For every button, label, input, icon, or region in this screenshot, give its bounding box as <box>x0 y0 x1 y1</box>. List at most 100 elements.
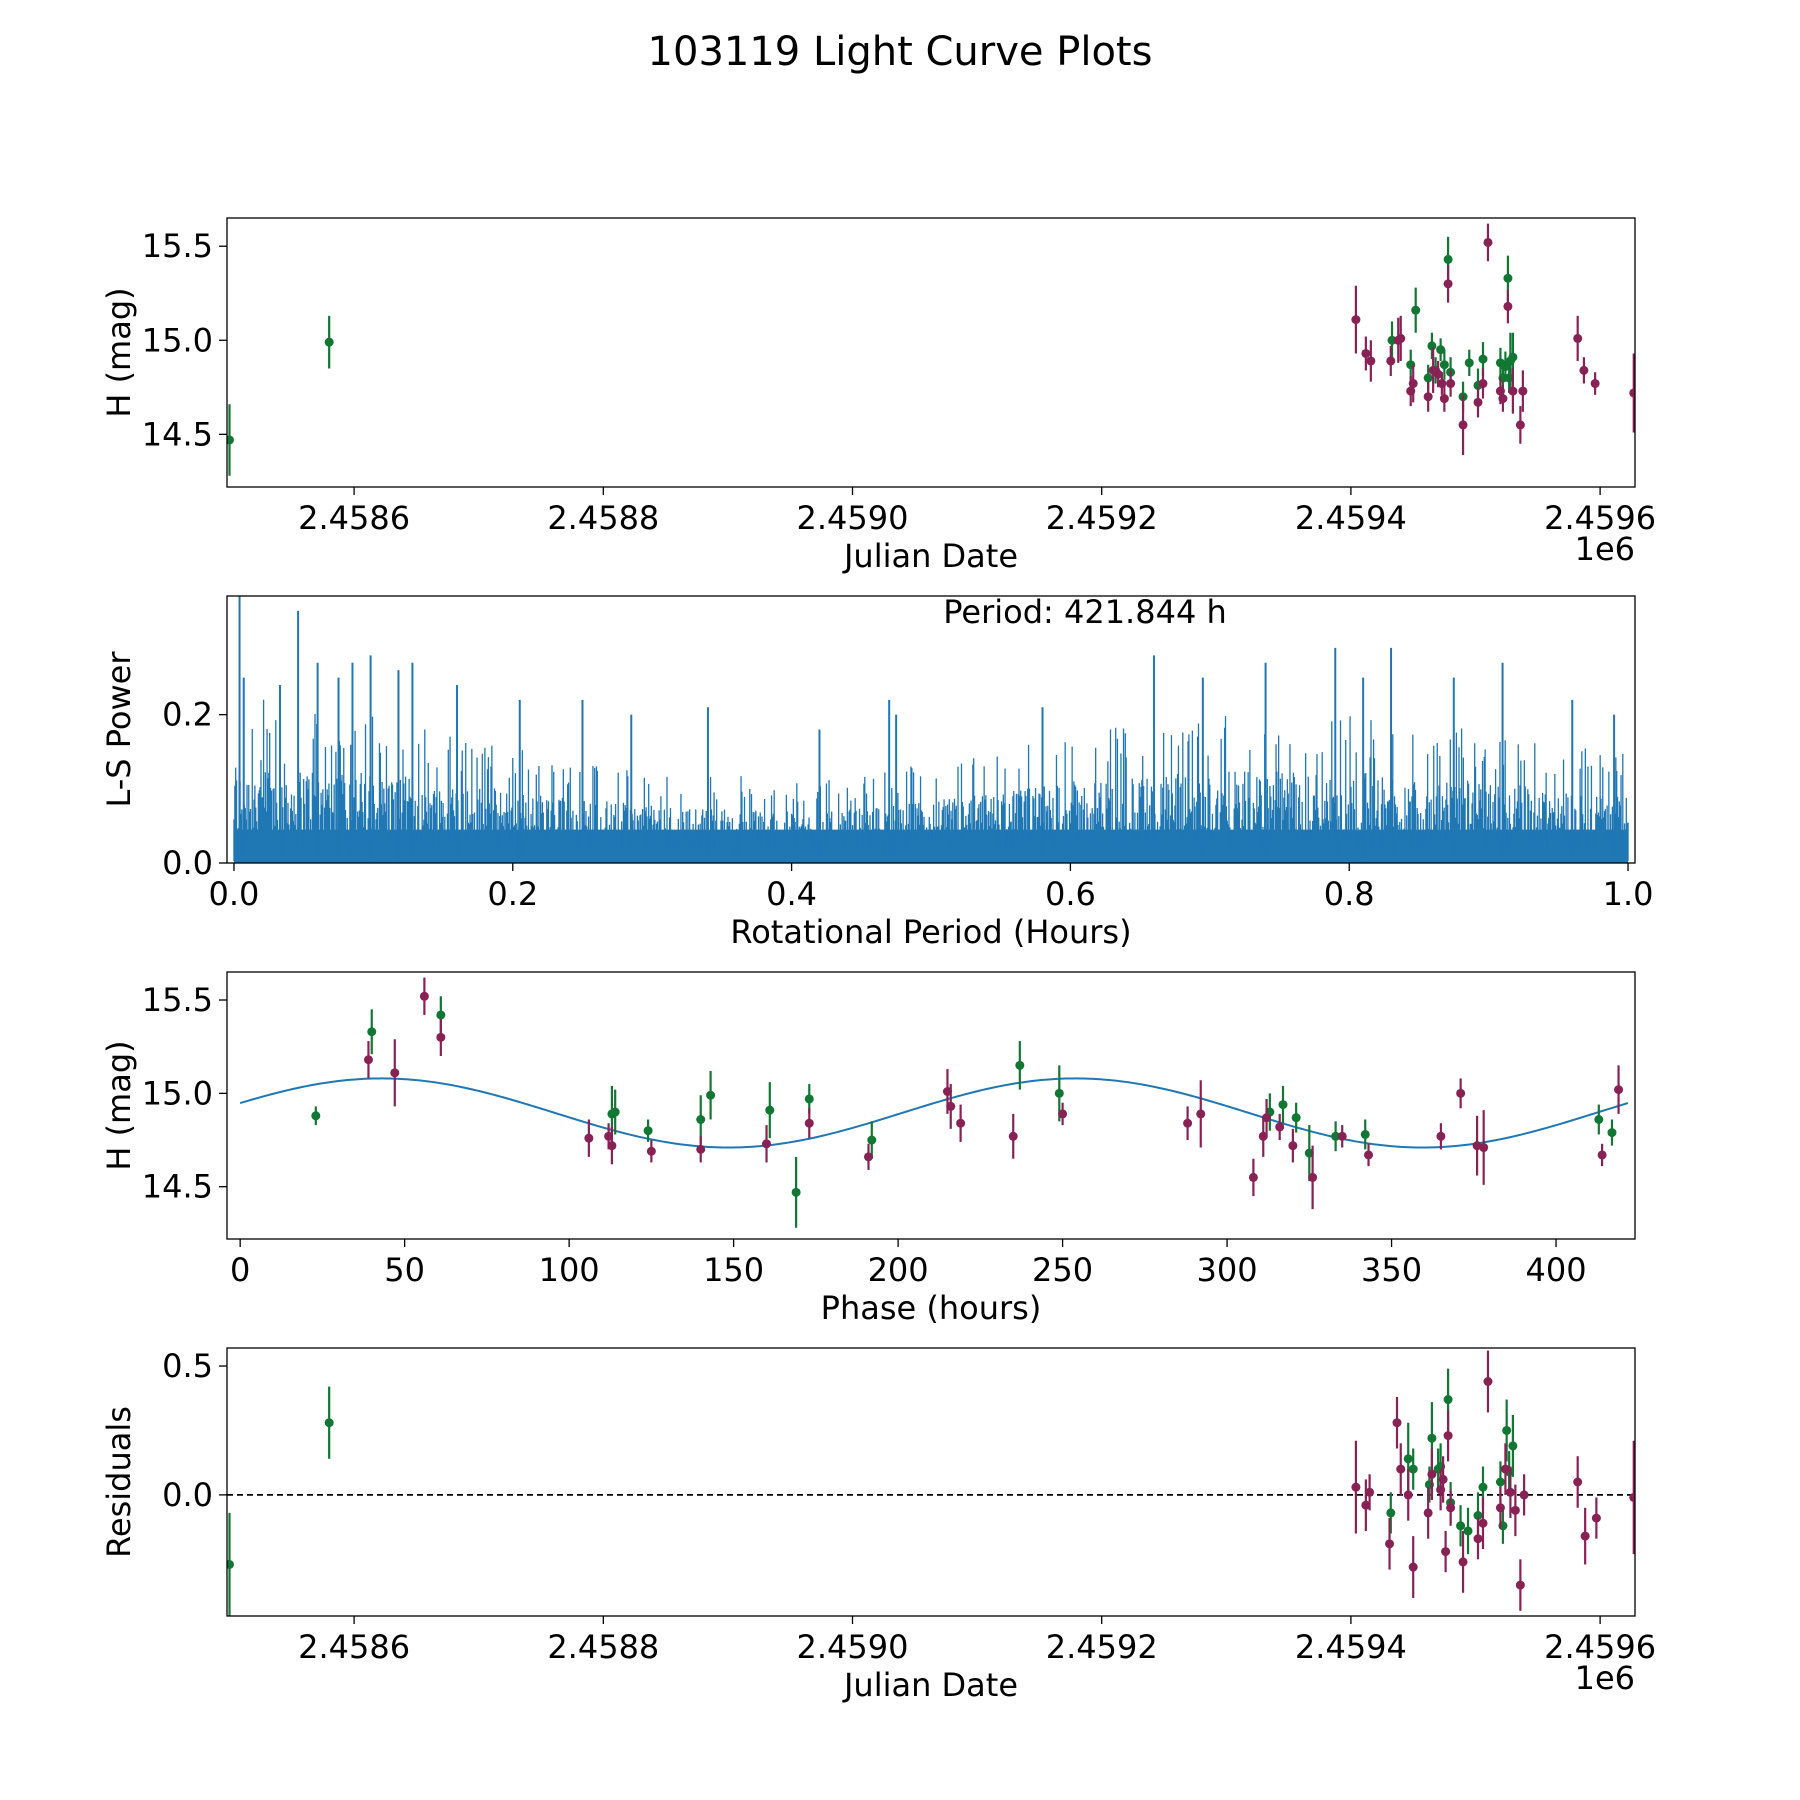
phased-point-r <box>1364 1150 1374 1160</box>
residuals-point-g <box>1508 1441 1518 1451</box>
lightcurve-ytick-label: 15.0 <box>142 321 213 359</box>
phased-point-r <box>1456 1088 1466 1098</box>
lightcurve-point-r <box>1439 394 1449 404</box>
lightcurve-point-r <box>1483 237 1493 247</box>
residuals-point-r <box>1408 1562 1418 1572</box>
residuals-point-r <box>1365 1487 1375 1497</box>
phased-point-r <box>946 1101 956 1111</box>
phased-point-g <box>706 1090 716 1100</box>
lightcurve-point-g <box>1387 335 1397 345</box>
phased-point-r <box>1248 1172 1258 1182</box>
phased-point-r <box>1183 1118 1193 1128</box>
residuals-point-r <box>1438 1474 1448 1484</box>
residuals-point-r <box>1396 1464 1406 1474</box>
residuals-xtick-label: 2.4596 <box>1544 1628 1656 1666</box>
phased-point-r <box>390 1068 400 1078</box>
phased-ytick-label: 15.5 <box>142 981 213 1019</box>
phased-point-r <box>1196 1109 1206 1119</box>
phased-point-g <box>1015 1060 1025 1070</box>
phased-point-r <box>363 1055 373 1065</box>
residuals-point-r <box>1591 1513 1601 1523</box>
lightcurve-xtick-label: 2.4586 <box>298 499 410 537</box>
lightcurve-xtick-label: 2.4588 <box>547 499 659 537</box>
phased-point-g <box>1607 1128 1617 1138</box>
residuals-point-r <box>1446 1503 1456 1513</box>
lightcurve-point-g <box>1411 305 1421 315</box>
phased-xtick-label: 350 <box>1361 1251 1422 1289</box>
lightcurve-point-r <box>1458 420 1468 430</box>
phased-point-r <box>646 1146 656 1156</box>
figure-title: 103119 Light Curve Plots <box>648 29 1153 75</box>
lightcurve-point-r <box>1433 369 1443 379</box>
residuals-point-r <box>1478 1518 1488 1528</box>
phased-point-r <box>584 1133 594 1143</box>
phased-point-g <box>643 1126 653 1136</box>
residuals-point-g <box>1403 1454 1413 1464</box>
residuals-x-offset: 1e6 <box>1575 1659 1635 1697</box>
residuals-point-r <box>1403 1490 1413 1500</box>
residuals-point-g <box>1478 1482 1488 1492</box>
phased-point-r <box>956 1118 966 1128</box>
residuals-point-g <box>227 1559 234 1569</box>
periodogram-xlabel: Rotational Period (Hours) <box>730 913 1131 951</box>
phased-point-g <box>367 1027 377 1037</box>
phased-xtick-label: 200 <box>868 1251 929 1289</box>
residuals-point-g <box>1495 1477 1505 1487</box>
lightcurve-frame <box>226 217 1636 488</box>
lightcurve-point-r <box>1518 386 1528 396</box>
period-annotation: Period: 421.844 h <box>943 593 1227 631</box>
lightcurve-point-g <box>1503 273 1513 283</box>
phased-point-g <box>765 1105 775 1115</box>
lightcurve-axes: 2.4586 2.4588 2.4590 2.4592 2.4594 2.4596 14.5… <box>100 227 1656 575</box>
lightcurve-point-g <box>1464 358 1474 368</box>
phased-fit-curve <box>239 1077 1629 1149</box>
residuals-frame <box>226 1347 1636 1617</box>
residuals-point-r <box>1642 1526 1651 1535</box>
lightcurve-ytick-label: 15.5 <box>142 227 213 265</box>
phased-point-g <box>610 1107 620 1117</box>
residuals-xtick-label: 2.4588 <box>547 1628 659 1666</box>
lightcurve-point-g <box>1443 254 1453 264</box>
phased-point-g <box>436 1010 446 1020</box>
lightcurve-point-r <box>1503 301 1513 311</box>
phased-point-r <box>696 1144 706 1154</box>
residuals-point-r <box>1483 1377 1493 1386</box>
residuals-ytick-label: 0.5 <box>162 1347 213 1385</box>
phased-xtick-label: 0 <box>230 1251 250 1289</box>
phased-point-r <box>1337 1131 1347 1141</box>
phased-point-r <box>762 1139 772 1149</box>
residuals-point-r <box>1443 1431 1453 1441</box>
residuals-ylabel: Residuals <box>100 1406 138 1558</box>
phased-point-g <box>804 1094 814 1104</box>
lightcurve-point-g <box>227 435 234 445</box>
residuals-xtick-label: 2.4586 <box>298 1628 410 1666</box>
phased-ytick-label: 15.0 <box>142 1074 213 1112</box>
lightcurve-xtick-label: 2.4590 <box>797 499 909 537</box>
phased-xtick-label: 250 <box>1032 1251 1093 1289</box>
residuals-xlabel: Julian Date <box>842 1666 1018 1704</box>
residuals-xtick-label: 2.4590 <box>797 1628 909 1666</box>
lightcurve-points <box>227 223 1651 476</box>
lightcurve-point-r <box>1446 379 1456 389</box>
residuals-point-g <box>1473 1511 1483 1520</box>
residuals-point-r <box>1392 1418 1402 1428</box>
phased-point-g <box>1594 1115 1604 1125</box>
phased-point-g <box>696 1115 706 1125</box>
lightcurve-point-r <box>1423 392 1433 402</box>
periodogram-ylabel: L-S Power <box>100 651 138 808</box>
lightcurve-point-r <box>1351 315 1361 325</box>
residuals-xtick-label: 2.4594 <box>1295 1628 1407 1666</box>
phased-point-r <box>1614 1085 1624 1095</box>
phased-xtick-label: 150 <box>703 1251 764 1289</box>
lightcurve-point-g <box>1478 354 1488 364</box>
residuals-point-g <box>324 1418 334 1428</box>
phased-point-g <box>867 1135 877 1145</box>
lightcurve-point-r <box>1443 279 1453 289</box>
lightcurve-point-r <box>1408 379 1418 389</box>
lightcurve-point-g <box>1508 352 1518 362</box>
residuals-point-r <box>1647 1516 1656 1525</box>
lightcurve-point-r <box>1396 333 1406 343</box>
lightcurve-point-r <box>1642 366 1651 375</box>
lightcurve-point-g <box>1427 341 1437 351</box>
